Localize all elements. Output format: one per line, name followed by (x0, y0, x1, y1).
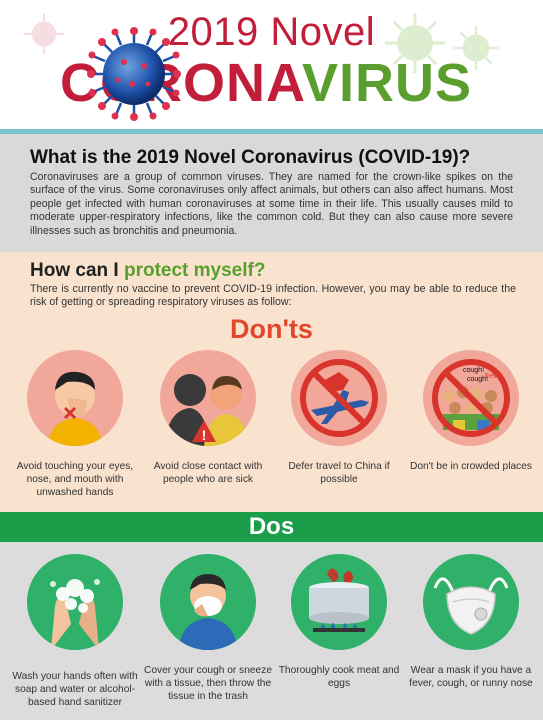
cough-bubble: cough! (467, 376, 488, 383)
protect-intro: There is currently no vaccine to prevent… (30, 283, 516, 309)
do-caption: Wear a mask if you have a fever, cough, … (409, 665, 533, 689)
title-year-novel: 2019 Novel (167, 10, 376, 54)
no-travel-icon (291, 350, 387, 446)
hand-wash-icon (27, 554, 123, 650)
donts-title: Don'ts (230, 314, 313, 344)
fever-bubble: Fever (485, 373, 504, 380)
cough-bubble: cough! (463, 367, 484, 374)
protect-section: How can I protect myself? There is curre… (0, 252, 543, 512)
do-caption: Wash your hands often with soap and wate… (12, 671, 138, 708)
dont-caption: Avoid close contact with people who are … (153, 461, 263, 485)
tissue-cough-icon (160, 554, 256, 650)
header-divider (0, 129, 543, 134)
title-coronavirus: CORONAVIRUS (60, 52, 472, 114)
coronavirus-icon (87, 27, 181, 121)
protect-heading-prefix: How can I (30, 260, 124, 281)
dont-caption: Defer travel to China if possible (288, 461, 390, 485)
dos-section: Wash your hands often with soap and wate… (0, 542, 543, 720)
cooking-pot-icon (291, 554, 387, 650)
virus-decoration-icon (23, 13, 65, 55)
protect-heading-highlight: protect myself? (123, 260, 266, 281)
dos-banner: Dos (0, 512, 543, 542)
protect-heading: How can I protect myself? (30, 260, 265, 282)
dont-caption: Avoid touching your eyes, nose, and mout… (16, 461, 134, 498)
face-touch-icon (27, 350, 123, 446)
virus-decoration-icon (453, 25, 499, 71)
what-is-section: What is the 2019 Novel Coronavirus (COVI… (0, 134, 543, 252)
dont-caption: Don't be in crowded places (409, 461, 532, 472)
virus-decoration-icon (385, 13, 445, 73)
what-is-heading: What is the 2019 Novel Coronavirus (COVI… (30, 147, 471, 168)
face-mask-icon (423, 554, 519, 650)
dos-title: Dos (248, 513, 295, 540)
svg-text:!: ! (202, 427, 207, 443)
header-banner: 2019 Novel CORONAVIRUS (0, 0, 543, 128)
do-caption: Thoroughly cook meat and eggs (278, 665, 400, 689)
what-is-body: Coronaviruses are a group of common viru… (30, 171, 513, 237)
title-virus-part: VIRUS (302, 53, 473, 113)
no-crowd-icon: cough! cough! Fever (423, 350, 519, 446)
sick-person-icon: ! (160, 350, 256, 446)
do-caption: Cover your cough or sneeze with a tissue… (144, 665, 272, 702)
